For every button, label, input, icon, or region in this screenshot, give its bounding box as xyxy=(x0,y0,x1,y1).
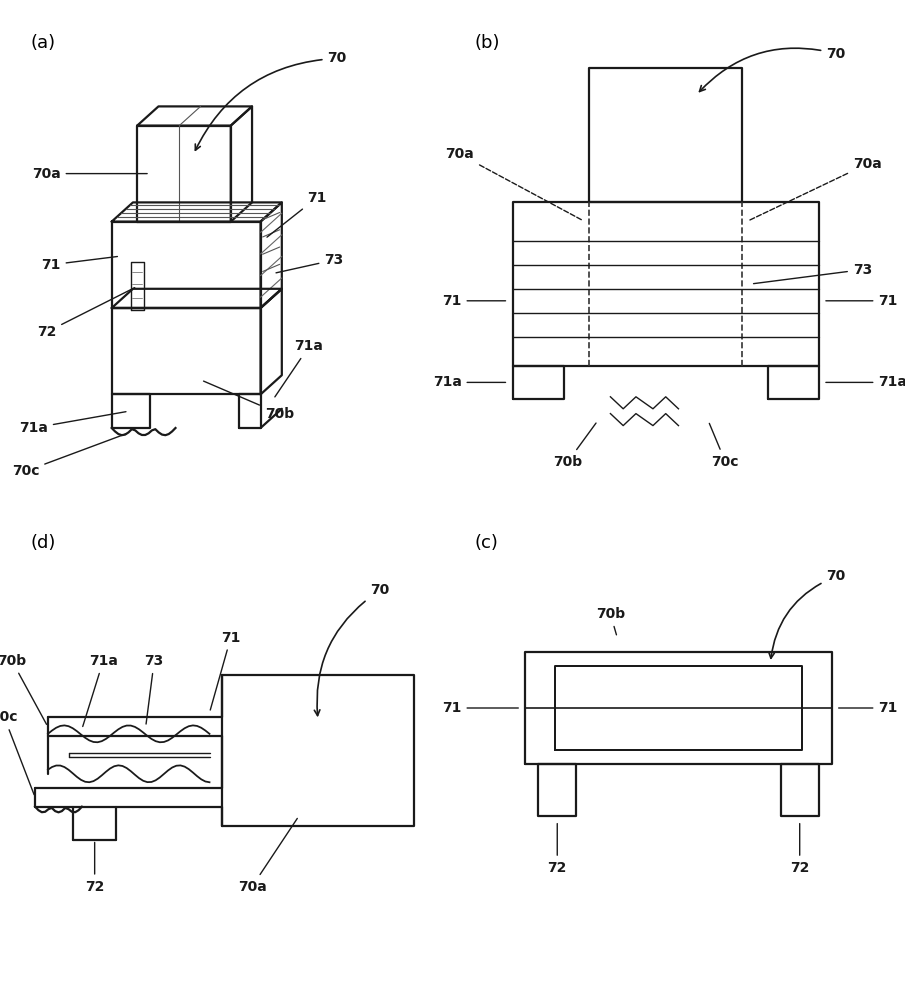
Text: 72: 72 xyxy=(790,824,809,875)
Text: 71: 71 xyxy=(267,191,327,237)
Text: 70c: 70c xyxy=(0,710,34,795)
Text: 70b: 70b xyxy=(595,607,625,635)
Text: (d): (d) xyxy=(31,534,56,552)
Text: 71a: 71a xyxy=(19,412,126,435)
Text: 70: 70 xyxy=(314,584,389,716)
Text: 70c: 70c xyxy=(12,434,126,478)
Text: 73: 73 xyxy=(145,654,164,724)
Text: 71a: 71a xyxy=(82,654,118,727)
Text: 71: 71 xyxy=(210,631,241,710)
Text: 70: 70 xyxy=(769,569,845,658)
Text: 72: 72 xyxy=(85,842,104,894)
Text: 71a: 71a xyxy=(275,339,323,397)
Text: 70: 70 xyxy=(195,51,347,150)
Text: 70a: 70a xyxy=(238,818,298,894)
Text: 73: 73 xyxy=(276,253,344,273)
Text: 70b: 70b xyxy=(204,381,294,421)
Text: 72: 72 xyxy=(37,288,135,339)
Text: 70b: 70b xyxy=(0,654,46,724)
Text: 71: 71 xyxy=(443,294,506,308)
Text: (c): (c) xyxy=(474,534,498,552)
Text: (a): (a) xyxy=(31,34,56,52)
Text: 70b: 70b xyxy=(553,423,596,469)
Text: 70a: 70a xyxy=(445,147,583,220)
Text: 70a: 70a xyxy=(32,167,148,181)
Text: 70: 70 xyxy=(700,47,845,91)
Text: 71a: 71a xyxy=(433,375,506,389)
Text: 72: 72 xyxy=(548,824,567,875)
Text: 71a: 71a xyxy=(826,375,905,389)
Text: (b): (b) xyxy=(474,34,500,52)
Text: 71: 71 xyxy=(443,701,519,715)
Text: 71: 71 xyxy=(42,257,118,272)
Text: 70a: 70a xyxy=(749,157,881,220)
Text: 70c: 70c xyxy=(710,423,739,469)
Text: 71: 71 xyxy=(826,294,898,308)
Text: 71: 71 xyxy=(839,701,898,715)
Text: 73: 73 xyxy=(754,263,872,284)
